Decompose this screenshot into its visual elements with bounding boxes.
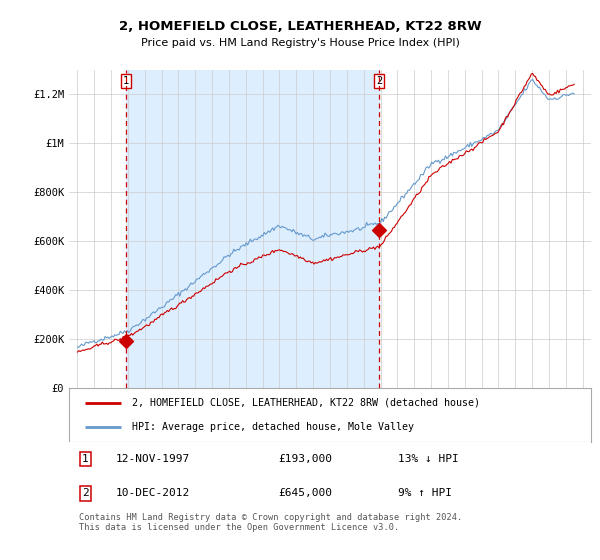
Bar <box>126 70 379 388</box>
Text: HPI: Average price, detached house, Mole Valley: HPI: Average price, detached house, Mole… <box>131 422 413 432</box>
Text: 13% ↓ HPI: 13% ↓ HPI <box>398 454 458 464</box>
Text: 2: 2 <box>376 76 382 86</box>
Text: 2, HOMEFIELD CLOSE, LEATHERHEAD, KT22 8RW (detached house): 2, HOMEFIELD CLOSE, LEATHERHEAD, KT22 8R… <box>131 398 479 408</box>
Text: Contains HM Land Registry data © Crown copyright and database right 2024.
This d: Contains HM Land Registry data © Crown c… <box>79 512 463 532</box>
Text: 2, HOMEFIELD CLOSE, LEATHERHEAD, KT22 8RW: 2, HOMEFIELD CLOSE, LEATHERHEAD, KT22 8R… <box>119 20 481 32</box>
Text: Price paid vs. HM Land Registry's House Price Index (HPI): Price paid vs. HM Land Registry's House … <box>140 38 460 48</box>
Text: 9% ↑ HPI: 9% ↑ HPI <box>398 488 452 498</box>
Point <box>374 226 384 235</box>
Text: 10-DEC-2012: 10-DEC-2012 <box>116 488 190 498</box>
Point <box>121 337 131 346</box>
Text: 1: 1 <box>122 76 129 86</box>
Text: 1: 1 <box>82 454 89 464</box>
Text: 2: 2 <box>82 488 89 498</box>
Text: £193,000: £193,000 <box>278 454 332 464</box>
Text: £645,000: £645,000 <box>278 488 332 498</box>
Text: 12-NOV-1997: 12-NOV-1997 <box>116 454 190 464</box>
